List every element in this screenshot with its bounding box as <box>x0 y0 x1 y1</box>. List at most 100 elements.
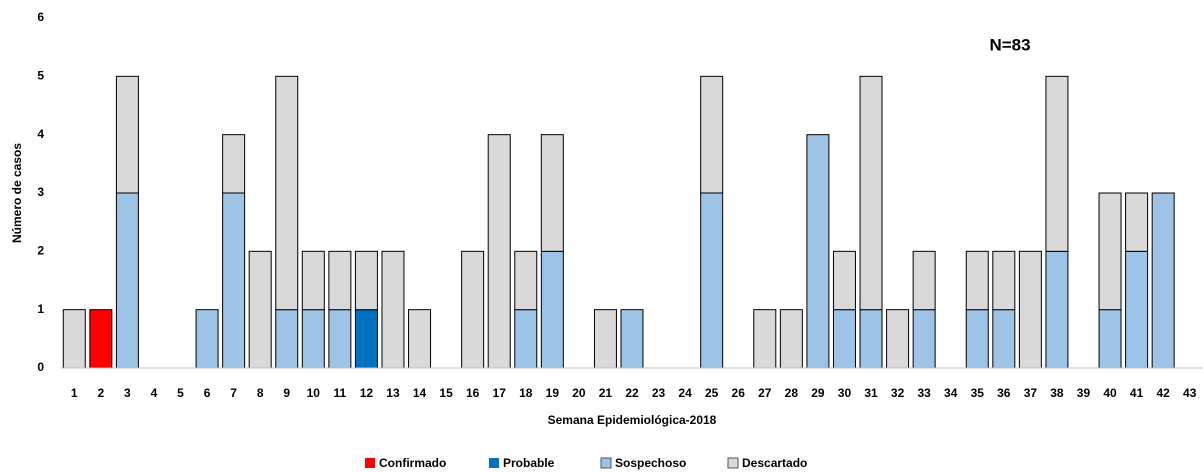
x-tick-label: 28 <box>785 386 799 400</box>
bar-segment <box>115 192 139 369</box>
bar-segment <box>1045 75 1069 252</box>
y-axis-label: Número de casos <box>10 143 24 243</box>
bar-segment <box>992 250 1016 311</box>
bar-segment <box>912 250 936 311</box>
x-tick-label: 30 <box>838 386 852 400</box>
bar-segment <box>540 134 564 252</box>
x-tick-label: 43 <box>1183 386 1197 400</box>
bar-segment <box>275 75 299 311</box>
x-tick-label: 19 <box>546 386 560 400</box>
x-tick-label: 33 <box>917 386 931 400</box>
x-tick-label: 38 <box>1050 386 1064 400</box>
x-tick-label: 22 <box>625 386 639 400</box>
bar-segment <box>1125 192 1149 252</box>
bar-segment <box>354 250 378 311</box>
y-tick-label: 2 <box>37 244 44 258</box>
bar-segment <box>1125 250 1149 369</box>
annotation: N=83 <box>989 35 1030 54</box>
bar-segment <box>354 309 378 369</box>
legend-label: Sospechoso <box>615 456 686 470</box>
bar-segment <box>222 134 246 194</box>
bar-segment <box>806 134 830 369</box>
x-tick-label: 10 <box>307 386 321 400</box>
x-tick-label: 9 <box>283 386 290 400</box>
x-tick-label: 8 <box>257 386 264 400</box>
bar-segment <box>514 250 538 311</box>
x-tick-label: 27 <box>758 386 772 400</box>
x-tick-label: 25 <box>705 386 719 400</box>
x-tick-label: 16 <box>466 386 480 400</box>
x-tick-label: 4 <box>151 386 158 400</box>
x-tick-label: 39 <box>1077 386 1091 400</box>
bar-segment <box>912 309 936 369</box>
bar-segment <box>301 309 325 369</box>
x-tick-label: 23 <box>652 386 666 400</box>
x-tick-label: 37 <box>1024 386 1038 400</box>
bar-segment <box>1018 250 1042 369</box>
bar-segment <box>992 309 1016 369</box>
bar-segment <box>62 309 86 369</box>
bar-segment <box>328 309 352 369</box>
x-tick-label: 32 <box>891 386 905 400</box>
bar-segment <box>195 309 219 369</box>
legend-label: Confirmado <box>379 456 446 470</box>
bar-segment <box>620 309 644 369</box>
x-tick-label: 13 <box>386 386 400 400</box>
bar-segment <box>965 250 989 311</box>
bar-segment <box>859 75 883 311</box>
x-tick-label: 6 <box>204 386 211 400</box>
x-tick-label: 41 <box>1130 386 1144 400</box>
legend-label: Probable <box>503 456 555 470</box>
x-tick-label: 42 <box>1156 386 1170 400</box>
x-tick-label: 1 <box>71 386 78 400</box>
bar-segment <box>1151 192 1175 369</box>
legend-label: Descartado <box>742 456 807 470</box>
bar-segment <box>248 250 272 369</box>
x-tick-label: 12 <box>360 386 374 400</box>
bar-segment <box>487 134 511 369</box>
bar-segment <box>1045 250 1069 369</box>
bar-segment <box>700 192 724 369</box>
y-tick-label: 1 <box>37 302 44 316</box>
x-tick-label: 20 <box>572 386 586 400</box>
bar-segment <box>514 309 538 369</box>
x-tick-label: 40 <box>1103 386 1117 400</box>
x-tick-label: 11 <box>334 386 347 400</box>
y-tick-label: 0 <box>37 360 44 374</box>
x-tick-label: 14 <box>413 386 427 400</box>
x-tick-label: 17 <box>493 386 507 400</box>
x-tick-label: 34 <box>944 386 958 400</box>
bar-segment <box>540 250 564 369</box>
legend-swatch <box>727 457 739 469</box>
legend-swatch <box>489 458 499 468</box>
x-tick-label: 36 <box>997 386 1011 400</box>
bar-segment <box>859 309 883 369</box>
bar-segment <box>381 250 405 369</box>
bar-segment <box>832 309 856 369</box>
bar-segment <box>1098 192 1122 311</box>
x-tick-label: 26 <box>732 386 746 400</box>
y-tick-label: 5 <box>37 69 44 83</box>
bar-segment <box>328 250 352 311</box>
x-tick-label: 2 <box>97 386 104 400</box>
x-tick-label: 18 <box>519 386 533 400</box>
x-tick-label: 35 <box>971 386 985 400</box>
x-tick-label: 3 <box>124 386 131 400</box>
bar-segment <box>301 250 325 311</box>
bar-segment <box>965 309 989 369</box>
x-tick-label: 5 <box>177 386 184 400</box>
x-tick-label: 15 <box>439 386 453 400</box>
bar-segment <box>1098 309 1122 369</box>
bar-segment <box>115 75 139 194</box>
legend-swatch <box>365 458 375 468</box>
bar-segment <box>408 309 432 369</box>
bar-segment <box>222 192 246 369</box>
x-tick-label: 7 <box>230 386 237 400</box>
bar-segment <box>832 250 856 311</box>
bar-segment <box>779 309 803 369</box>
y-tick-label: 6 <box>37 10 44 24</box>
bar-segment <box>275 309 299 369</box>
bar-segment <box>89 309 113 369</box>
bar-segment <box>753 309 777 369</box>
x-tick-label: 31 <box>864 386 878 400</box>
